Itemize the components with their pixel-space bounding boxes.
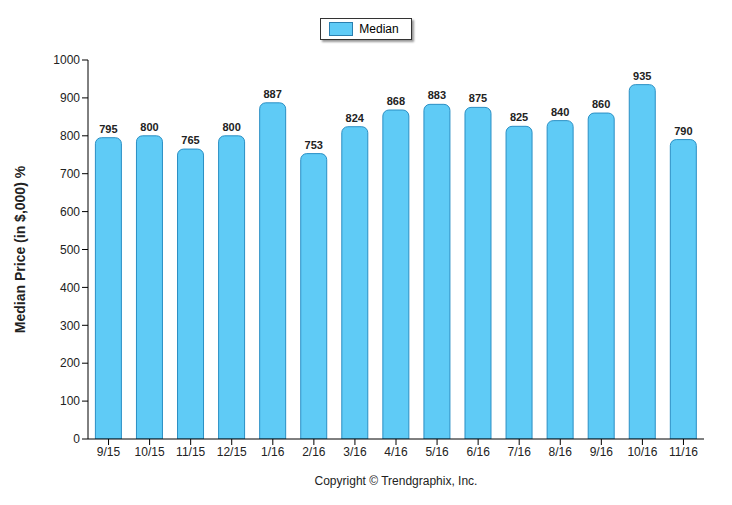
svg-text:824: 824	[346, 112, 365, 124]
svg-text:500: 500	[60, 243, 80, 257]
svg-text:11/15: 11/15	[176, 445, 205, 459]
svg-text:1/16: 1/16	[261, 445, 285, 459]
svg-text:3/16: 3/16	[343, 445, 367, 459]
svg-text:800: 800	[222, 121, 240, 133]
svg-text:4/16: 4/16	[384, 445, 408, 459]
svg-text:10/15: 10/15	[135, 445, 165, 459]
svg-text:300: 300	[60, 319, 80, 333]
svg-text:795: 795	[99, 123, 117, 135]
svg-text:800: 800	[140, 121, 158, 133]
svg-text:2/16: 2/16	[302, 445, 326, 459]
svg-text:800: 800	[60, 129, 80, 143]
svg-text:0: 0	[73, 432, 80, 446]
svg-text:900: 900	[60, 91, 80, 105]
svg-text:100: 100	[60, 394, 80, 408]
svg-text:9/16: 9/16	[590, 445, 614, 459]
svg-text:887: 887	[263, 88, 281, 100]
svg-text:790: 790	[674, 125, 692, 137]
svg-text:12/15: 12/15	[217, 445, 247, 459]
svg-text:9/15: 9/15	[97, 445, 121, 459]
svg-text:200: 200	[60, 356, 80, 370]
svg-text:6/16: 6/16	[466, 445, 490, 459]
svg-text:600: 600	[60, 205, 80, 219]
svg-text:Copyright © Trendgraphix, Inc.: Copyright © Trendgraphix, Inc.	[315, 474, 478, 488]
svg-text:883: 883	[428, 89, 446, 101]
svg-text:765: 765	[181, 134, 199, 146]
html-text:Median: Median	[359, 22, 399, 36]
svg-text:7/16: 7/16	[508, 445, 532, 459]
svg-text:840: 840	[551, 106, 569, 118]
svg-text:825: 825	[510, 111, 528, 123]
svg-text:11/16: 11/16	[669, 445, 698, 459]
svg-text:Median Price (in $,000) %: Median Price (in $,000) %	[12, 165, 28, 333]
svg-text:868: 868	[387, 95, 405, 107]
svg-text:10/16: 10/16	[627, 445, 657, 459]
svg-text:875: 875	[469, 92, 487, 104]
svg-text:5/16: 5/16	[425, 445, 449, 459]
svg-text:400: 400	[60, 281, 80, 295]
svg-text:753: 753	[305, 139, 323, 151]
svg-text:8/16: 8/16	[549, 445, 573, 459]
svg-text:1000: 1000	[53, 53, 80, 67]
svg-text:860: 860	[592, 98, 610, 110]
svg-text:935: 935	[633, 70, 651, 82]
svg-text:700: 700	[60, 167, 80, 181]
